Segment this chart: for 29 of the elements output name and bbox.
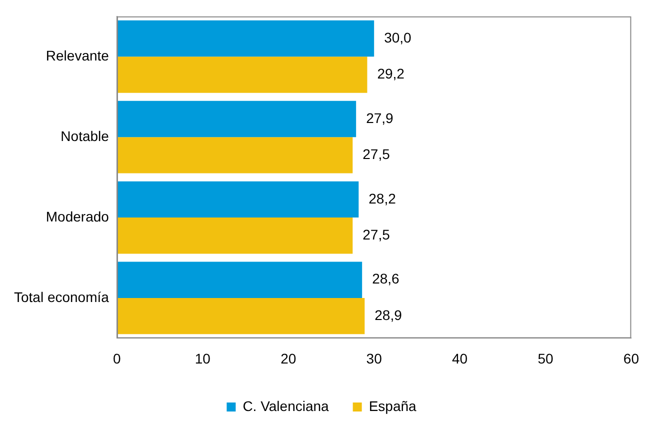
bar: [116, 20, 374, 57]
legend-label: C. Valenciana: [242, 398, 330, 414]
x-tick-label: 50: [538, 350, 554, 366]
data-label: 27,9: [366, 110, 394, 126]
bar: [116, 181, 359, 218]
bar: [116, 56, 368, 93]
x-tick-label: 40: [452, 350, 468, 366]
y-tick-label: Relevante: [46, 47, 110, 64]
bar: [116, 218, 353, 254]
data-label: 27,5: [362, 226, 390, 242]
data-label: 27,5: [362, 146, 390, 162]
data-label: 30,0: [384, 29, 412, 46]
data-label: 29,2: [377, 66, 405, 82]
legend-label: España: [368, 398, 417, 414]
bar: [116, 100, 356, 138]
bar: [116, 298, 365, 334]
x-tick-label: 20: [280, 350, 296, 366]
bar: [116, 262, 362, 298]
x-tick-label: 60: [623, 350, 640, 366]
y-tick-label: Moderado: [46, 208, 110, 224]
data-label: 28,9: [374, 306, 402, 323]
bar: [116, 137, 353, 174]
x-tick-label: 10: [194, 350, 211, 366]
y-tick-label: Total economía: [14, 288, 110, 305]
y-tick-label: Notable: [60, 128, 110, 144]
x-tick-label: 30: [366, 350, 382, 366]
x-tick-label: 0: [113, 350, 122, 366]
data-label: 28,2: [368, 190, 396, 206]
data-label: 28,6: [372, 270, 400, 287]
